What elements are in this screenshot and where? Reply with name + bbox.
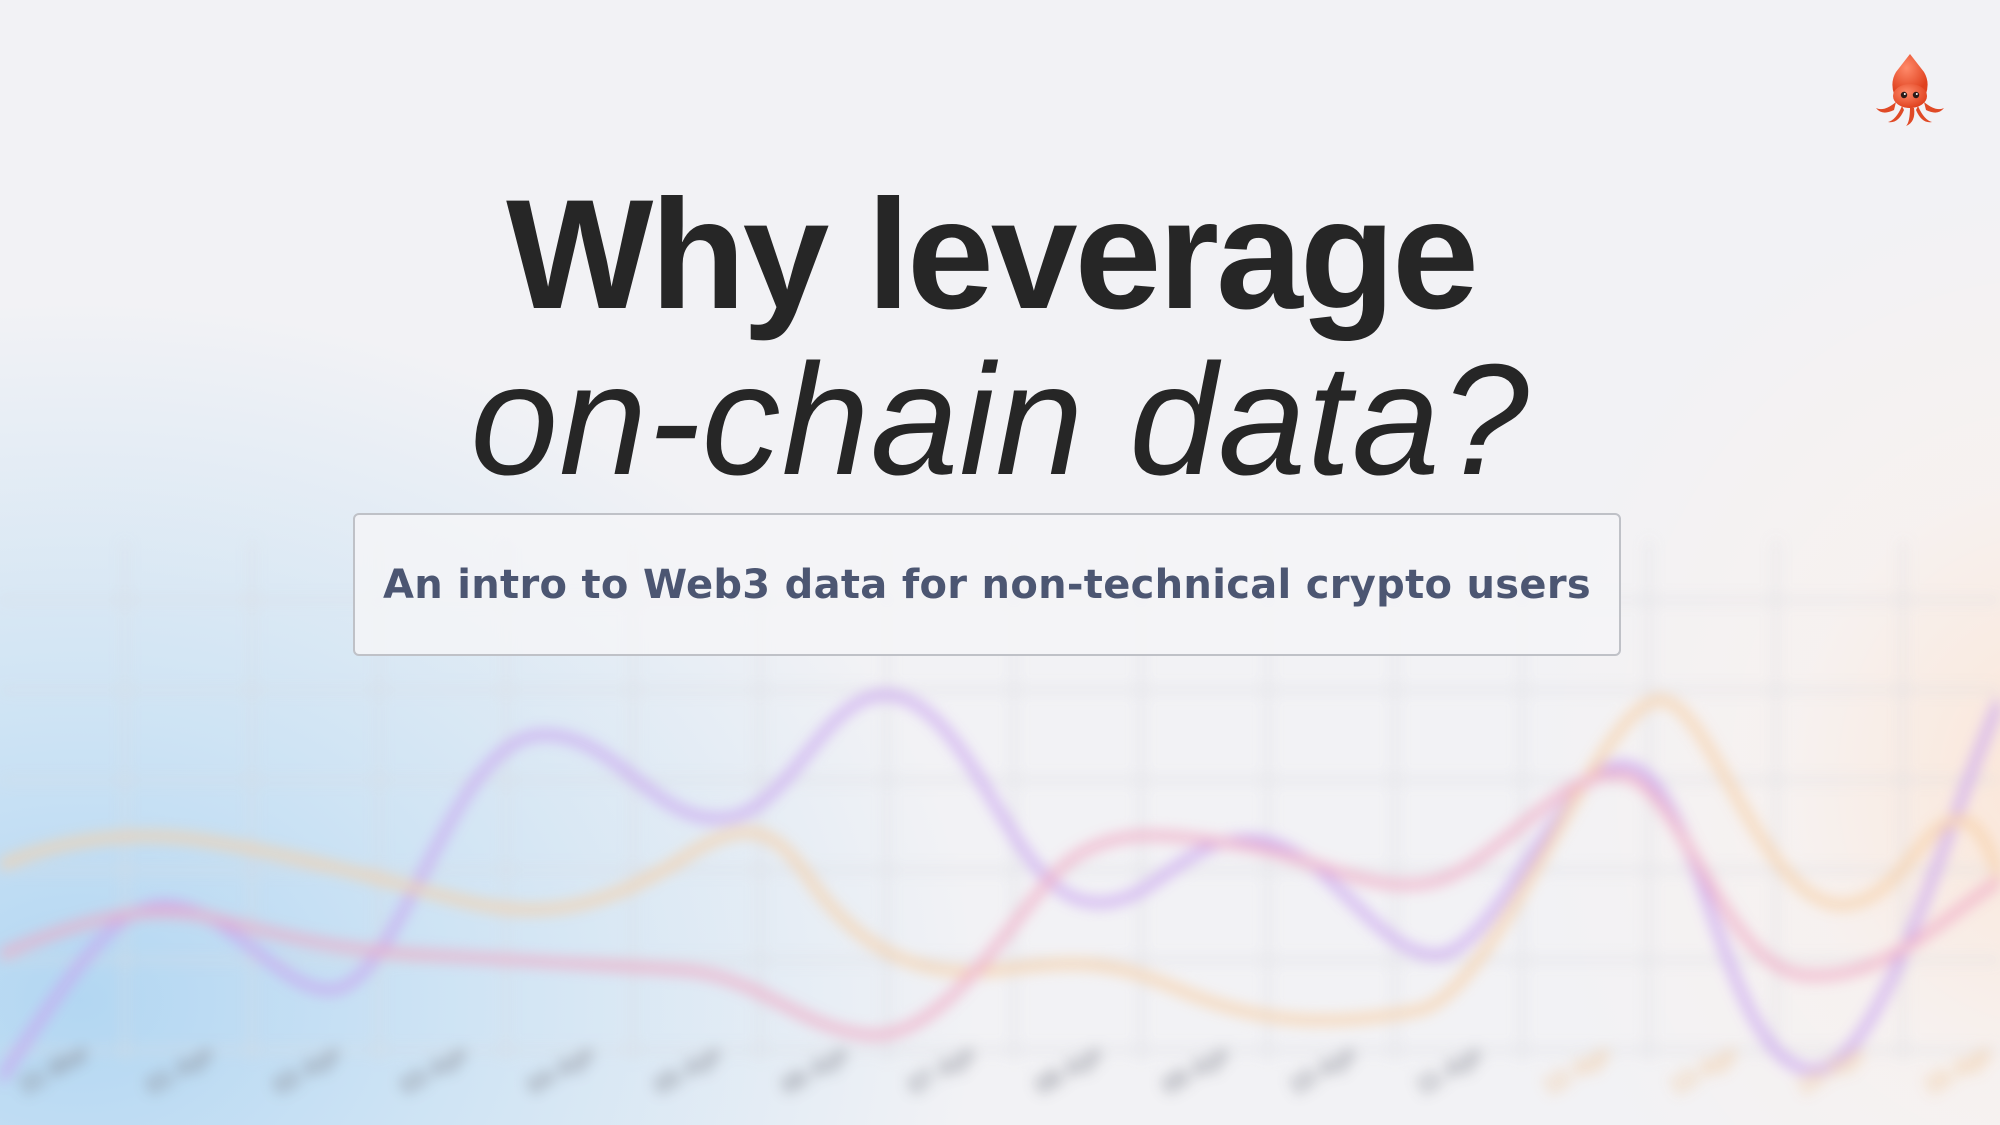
series-line-purple [0,690,2000,1083]
headline: Why leverage on-chain data? [0,170,2000,500]
series-line-pink [0,770,2000,1040]
series-line-orange [0,695,2000,1025]
subtitle-text: An intro to Web3 data for non-technical … [383,561,1591,608]
subtitle-box: An intro to Web3 data for non-technical … [353,513,1621,656]
x-axis-tick-labels: 31 Mar 01 Apr 02 Apr 03 Apr 04 Apr 05 Apr 06 A… [15,1039,1997,1100]
headline-line-2: on-chain data? [470,332,1530,508]
headline-line-1: Why leverage [506,168,1479,342]
squid-mascot-icon [1870,50,1950,130]
